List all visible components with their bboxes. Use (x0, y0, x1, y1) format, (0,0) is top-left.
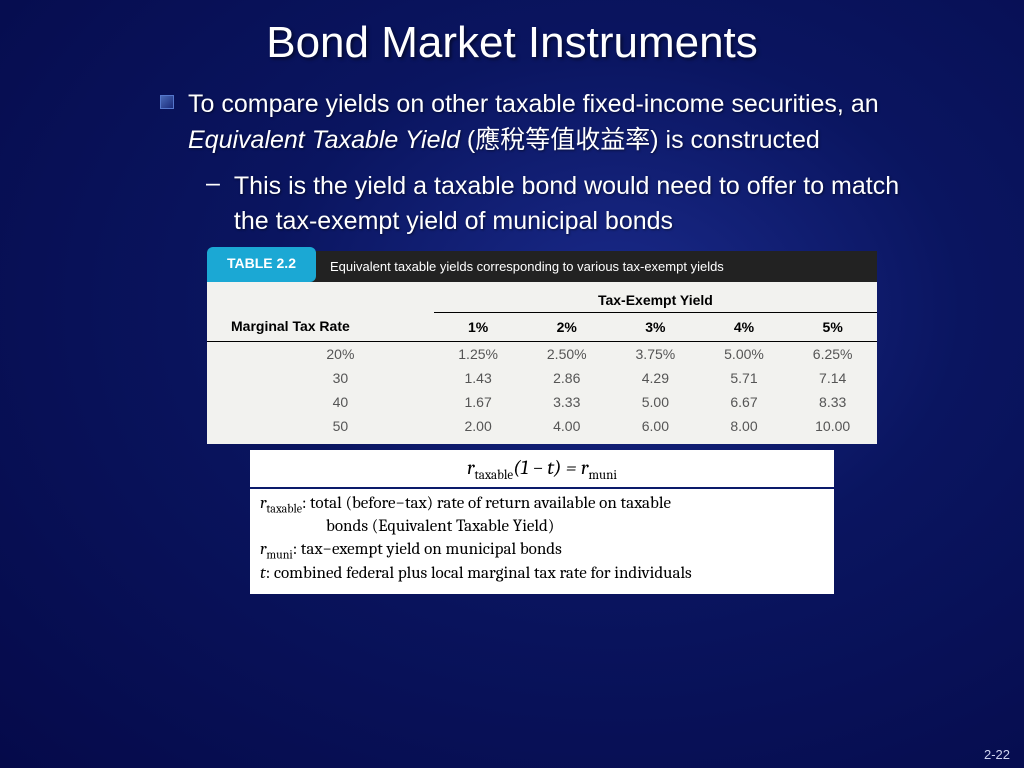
slide-content: To compare yields on other taxable fixed… (0, 68, 1024, 594)
sub-bullet-1-text: This is the yield a taxable bond would n… (234, 169, 924, 239)
table-super-header-row: Tax-Exempt Yield (207, 282, 877, 313)
value-cell: 3.75% (611, 341, 700, 366)
bullet-1-post: (應稅等值收益率) is constructed (460, 126, 820, 154)
formula-def-cont: bonds (Equivalent Taxable Yield) (260, 516, 824, 539)
formula-equation: rtaxable(1 − t) = rmuni (250, 450, 834, 489)
value-cell: 1.43 (434, 366, 523, 390)
col-header: 4% (700, 312, 789, 341)
formula-def-text: : tax−exempt yield on municipal bonds (293, 539, 562, 563)
page-number: 2-22 (984, 747, 1010, 762)
value-cell: 3.33 (522, 390, 611, 414)
eq-mid: (1 − t) = (513, 456, 581, 479)
eq-rhs-sub: muni (588, 468, 617, 483)
bullet-1-italic: Equivalent Taxable Yield (188, 126, 460, 154)
table-row: 301.432.864.295.717.14 (207, 366, 877, 390)
table-badge: TABLE 2.2 (207, 247, 316, 282)
eq-lhs-sub: taxable (475, 468, 514, 483)
value-cell: 5.00 (611, 390, 700, 414)
table-row: 401.673.335.006.678.33 (207, 390, 877, 414)
sub-bullet-1: – This is the yield a taxable bond would… (206, 169, 924, 239)
value-cell: 5.71 (700, 366, 789, 390)
value-cell: 1.25% (434, 341, 523, 366)
value-cell: 4.29 (611, 366, 700, 390)
bullet-1: To compare yields on other taxable fixed… (160, 86, 924, 159)
col-header: 5% (788, 312, 877, 341)
rate-cell: 40 (207, 390, 434, 414)
col-header: 3% (611, 312, 700, 341)
formula-definitions: rtaxable: total (before−tax) rate of ret… (250, 489, 834, 594)
bullet-1-text: To compare yields on other taxable fixed… (188, 86, 924, 159)
value-cell: 8.33 (788, 390, 877, 414)
value-cell: 6.00 (611, 414, 700, 444)
bullet-1-pre: To compare yields on other taxable fixed… (188, 90, 879, 118)
table-row: 20%1.25%2.50%3.75%5.00%6.25% (207, 341, 877, 366)
formula-def-text: : combined federal plus local marginal t… (266, 563, 692, 586)
value-cell: 6.25% (788, 341, 877, 366)
value-cell: 1.67 (434, 390, 523, 414)
yield-table: Tax-Exempt Yield Marginal Tax Rate 1% 2%… (207, 282, 877, 444)
formula-def-row: t: combined federal plus local marginal … (260, 563, 824, 586)
value-cell: 2.86 (522, 366, 611, 390)
value-cell: 2.00 (434, 414, 523, 444)
value-cell: 7.14 (788, 366, 877, 390)
rate-cell: 20% (207, 341, 434, 366)
formula-symbol: rtaxable (260, 493, 302, 517)
formula-def-row: rmuni: tax−exempt yield on municipal bon… (260, 539, 824, 563)
value-cell: 4.00 (522, 414, 611, 444)
formula-def-row: rtaxable: total (before−tax) rate of ret… (260, 493, 824, 517)
table-row: 502.004.006.008.0010.00 (207, 414, 877, 444)
dash-icon: – (206, 169, 220, 198)
value-cell: 8.00 (700, 414, 789, 444)
rate-cell: 50 (207, 414, 434, 444)
value-cell: 2.50% (522, 341, 611, 366)
value-cell: 6.67 (700, 390, 789, 414)
formula-def-text: : total (before−tax) rate of return avai… (302, 493, 671, 517)
formula-symbol: rmuni (260, 539, 293, 563)
table-header-bar: TABLE 2.2 Equivalent taxable yields corr… (207, 251, 877, 282)
table-col-header-row: Marginal Tax Rate 1% 2% 3% 4% 5% (207, 312, 877, 341)
table-2-2: TABLE 2.2 Equivalent taxable yields corr… (207, 251, 877, 444)
row-header-label: Marginal Tax Rate (207, 312, 434, 341)
table-caption: Equivalent taxable yields corresponding … (316, 251, 877, 282)
eq-lhs-var: r (467, 456, 475, 479)
value-cell: 10.00 (788, 414, 877, 444)
col-header: 2% (522, 312, 611, 341)
square-bullet-icon (160, 95, 174, 109)
value-cell: 5.00% (700, 341, 789, 366)
rate-cell: 30 (207, 366, 434, 390)
slide-title: Bond Market Instruments (0, 0, 1024, 68)
formula-box: rtaxable(1 − t) = rmuni rtaxable: total … (250, 450, 834, 594)
super-header-label: Tax-Exempt Yield (434, 282, 877, 313)
col-header: 1% (434, 312, 523, 341)
